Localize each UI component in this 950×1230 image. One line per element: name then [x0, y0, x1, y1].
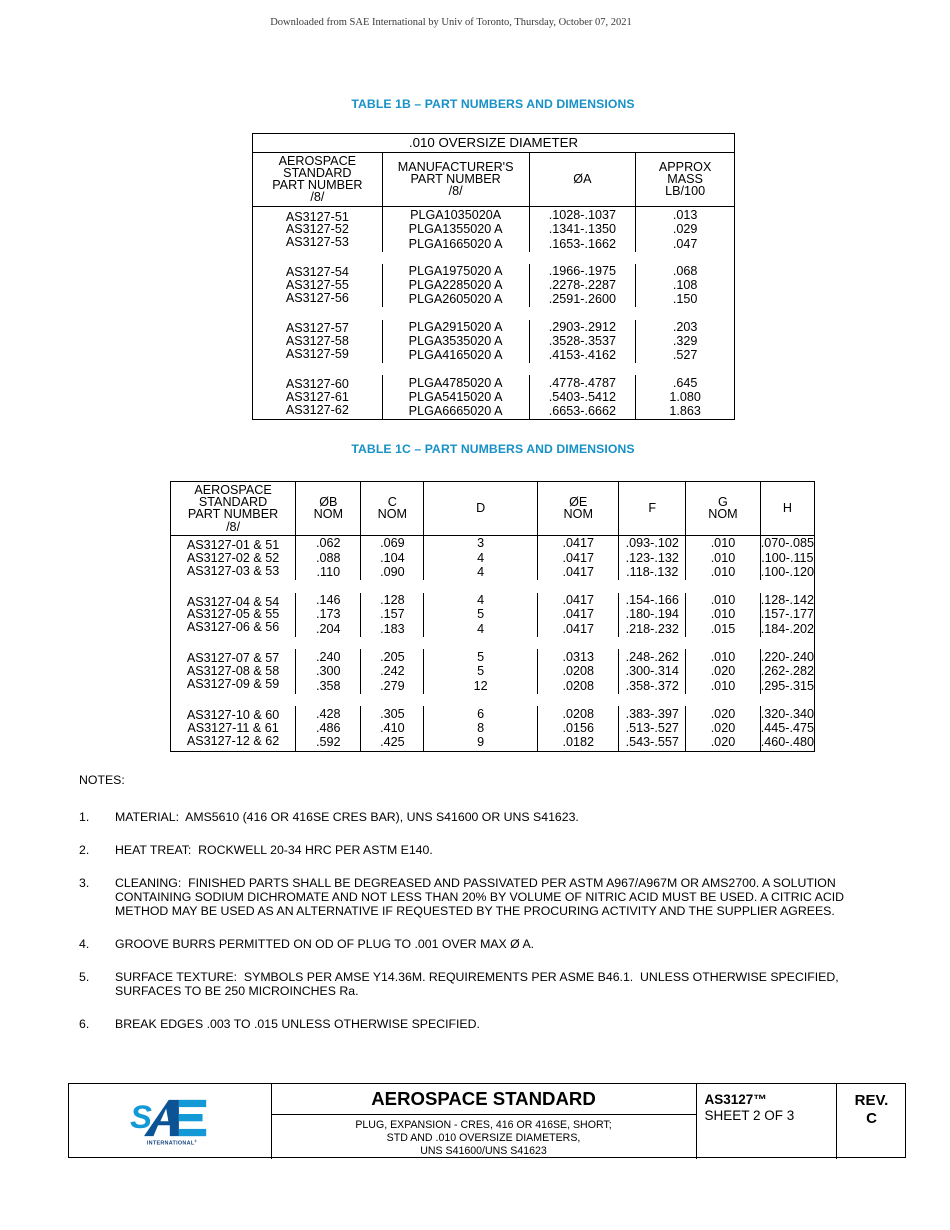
svg-text:INTERNATIONAL®: INTERNATIONAL® [147, 1139, 198, 1145]
